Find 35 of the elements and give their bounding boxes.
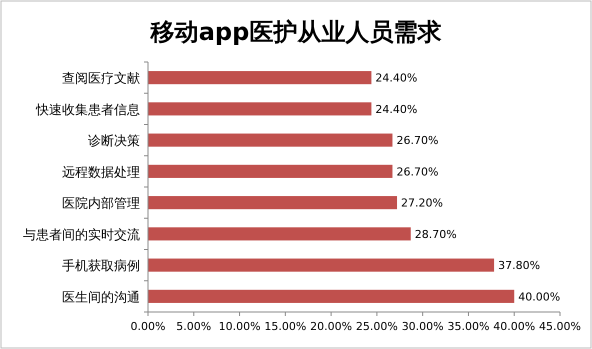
y-tick-label: 查阅医疗文献: [62, 72, 140, 87]
x-tick-label: 5.00%: [176, 320, 212, 333]
data-label: 26.70%: [396, 134, 438, 148]
y-tick-label: 快速收集患者信息: [35, 102, 140, 118]
x-tick-label: 15.00%: [264, 320, 306, 333]
y-tick-label: 手机获取病例: [62, 259, 140, 274]
bar: [148, 164, 392, 178]
x-tick-label: 45.00%: [539, 320, 581, 333]
x-tick-label: 35.00%: [447, 320, 490, 333]
bar: [148, 134, 392, 147]
x-tick-label: 25.00%: [356, 320, 398, 333]
y-tick-label: 远程数据处理: [62, 165, 140, 180]
bar: [148, 258, 494, 272]
data-label: 24.40%: [375, 102, 418, 116]
data-label: 27.20%: [401, 196, 443, 210]
data-label: 28.70%: [414, 228, 457, 241]
y-tick-label: 诊断决策: [88, 134, 140, 150]
bar: [148, 290, 514, 303]
chart-title: 移动app医护从业人员需求: [150, 18, 442, 46]
x-tick-label: 40.00%: [493, 320, 536, 333]
y-tick-label: 医院内部管理: [62, 196, 140, 212]
bar: [148, 102, 372, 116]
bar: [148, 196, 398, 210]
bar: [148, 227, 411, 240]
bar: [148, 71, 372, 84]
y-tick-label: 医生间的沟通: [62, 290, 140, 306]
data-label: 37.80%: [498, 259, 540, 272]
data-label: 24.40%: [375, 72, 418, 85]
x-tick-label: 0.00%: [130, 320, 166, 333]
data-label: 26.70%: [396, 165, 438, 178]
data-label: 40.00%: [518, 290, 560, 304]
x-tick-label: 10.00%: [218, 320, 261, 333]
x-tick-label: 20.00%: [310, 320, 352, 333]
y-tick-label: 与患者间的实时交流: [23, 226, 140, 243]
x-tick-label: 30.00%: [402, 320, 444, 333]
